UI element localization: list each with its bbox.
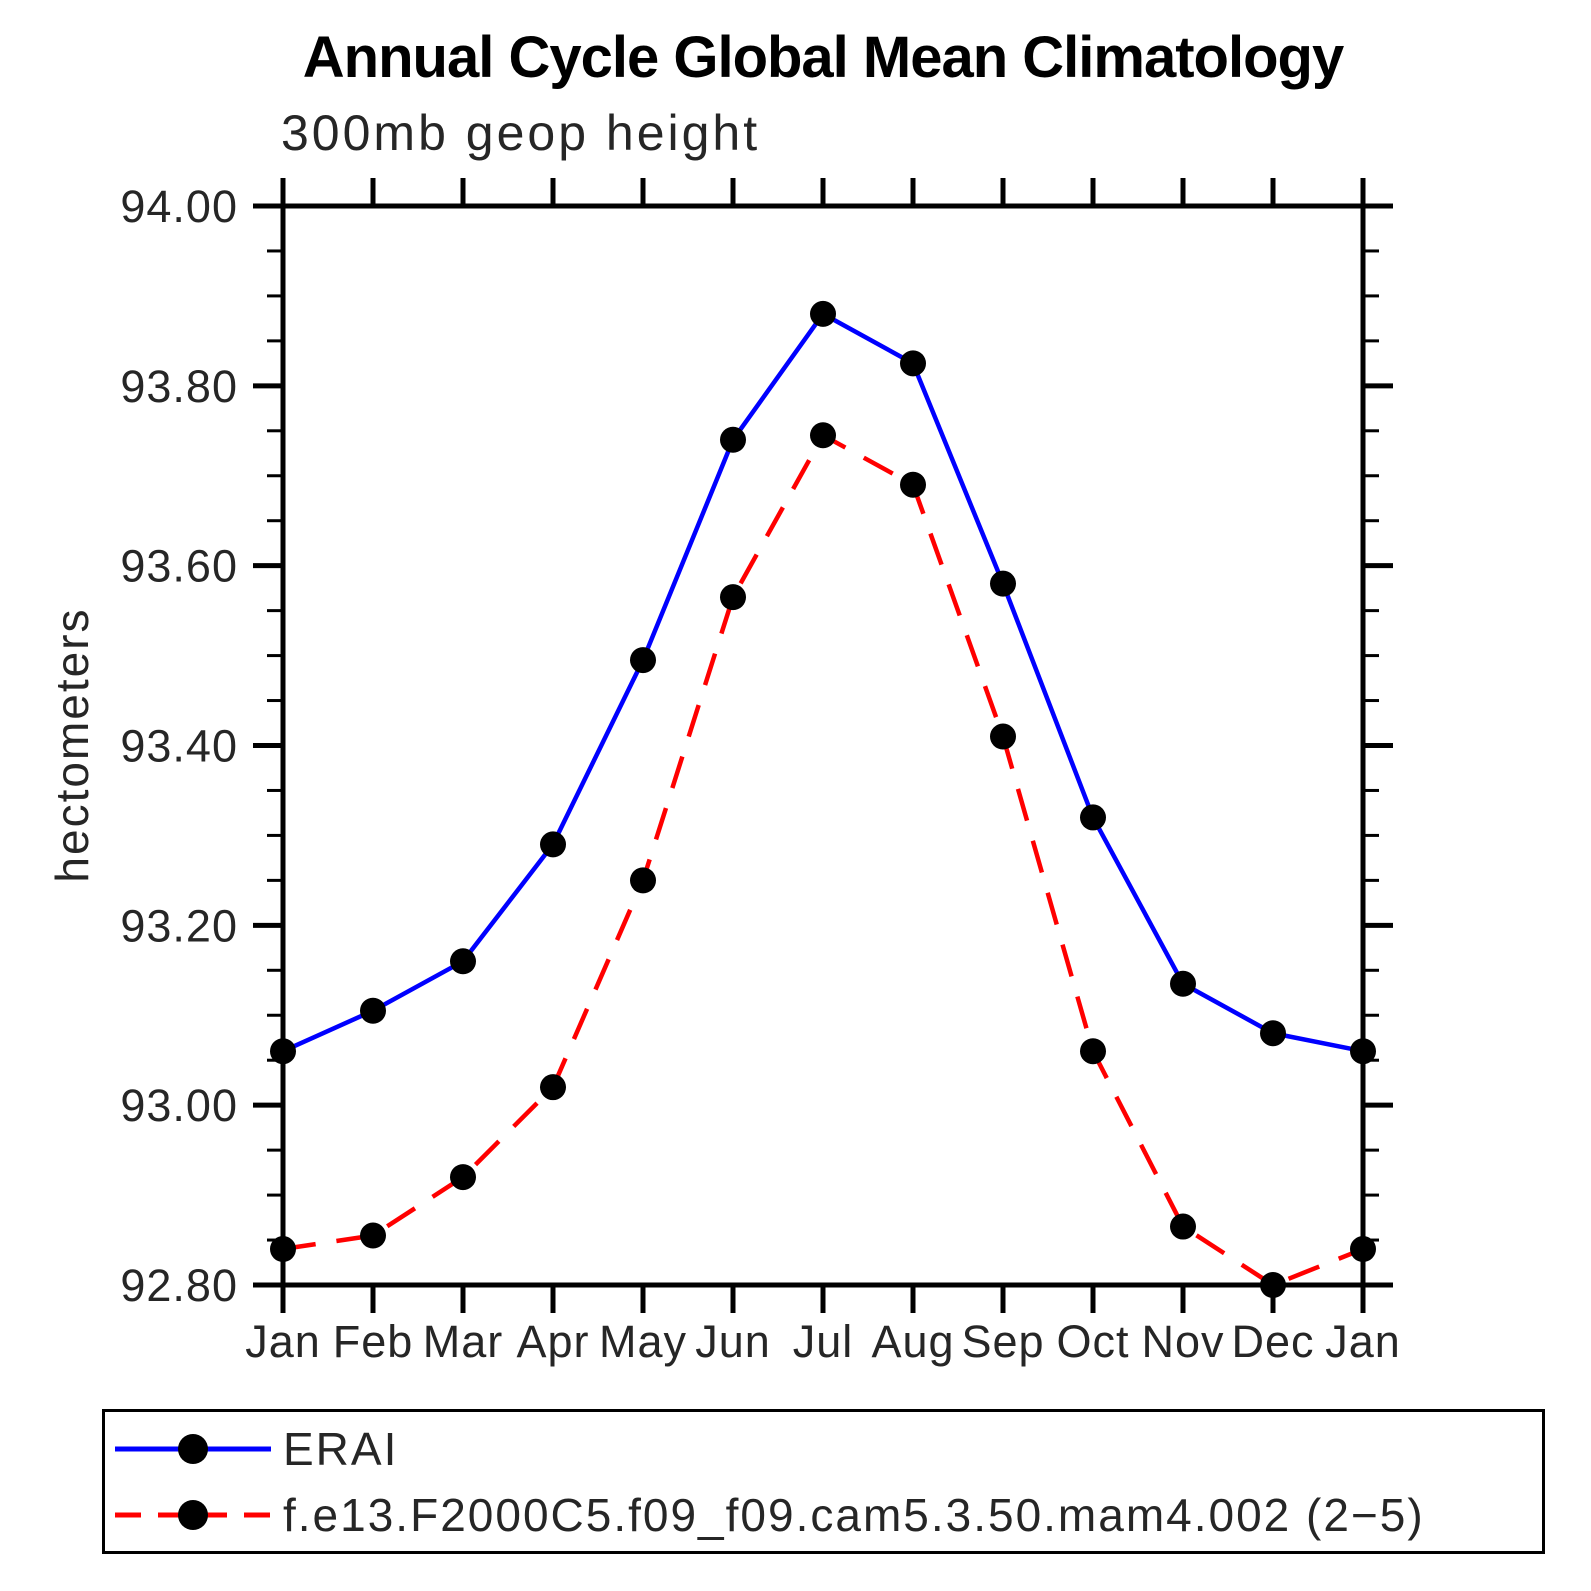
y-axis-tick-labels: 92.80 93.00 93.20 93.40 93.60 93.80 94.00 <box>120 181 238 1311</box>
data-point <box>1350 1236 1376 1263</box>
x-axis-tick-label: Dec <box>1231 1316 1314 1367</box>
data-point <box>1170 1213 1196 1240</box>
erai-line-sample-icon <box>115 1433 271 1464</box>
data-point <box>1080 1038 1106 1065</box>
data-point <box>990 723 1016 750</box>
data-point <box>990 570 1016 597</box>
y-axis-tick-label: 94.00 <box>120 181 238 232</box>
y-axis-tick-label: 93.00 <box>120 1080 238 1131</box>
data-point <box>450 1164 476 1191</box>
chart-subtitle: 300mb geop height <box>281 105 761 161</box>
data-point <box>270 1038 296 1065</box>
x-axis-tick-label: Sep <box>961 1316 1044 1367</box>
model-line-sample-icon <box>115 1499 271 1530</box>
data-point <box>540 831 566 858</box>
model-series-markers <box>270 422 1376 1298</box>
data-point <box>360 1222 386 1249</box>
data-point <box>900 350 926 377</box>
x-axis-ticks <box>280 178 1366 1313</box>
legend-label-erai: ERAI <box>283 1422 399 1475</box>
x-axis-tick-label: Nov <box>1141 1316 1224 1367</box>
legend-box: ERAI f.e13.F2000C5.f09_f09.cam5.3.50.mam… <box>102 1409 1545 1554</box>
data-point <box>450 948 476 975</box>
data-point <box>1260 1272 1286 1298</box>
x-axis-tick-label: Jan <box>245 1316 321 1367</box>
data-point <box>720 426 746 453</box>
legend-item-model: f.e13.F2000C5.f09_f09.cam5.3.50.mam4.002… <box>110 1482 1542 1548</box>
x-axis-tick-label: Aug <box>871 1316 954 1367</box>
data-point <box>1350 1038 1376 1065</box>
data-point <box>630 867 656 894</box>
model-marker-icon <box>178 1499 208 1530</box>
data-point <box>810 422 836 449</box>
data-point <box>900 471 926 498</box>
data-point <box>360 997 386 1024</box>
legend-item-erai: ERAI <box>110 1416 1542 1482</box>
data-point <box>810 300 836 327</box>
data-point <box>270 1236 296 1263</box>
erai-marker-icon <box>178 1433 208 1464</box>
x-axis-tick-label: Mar <box>423 1316 504 1367</box>
x-axis-tick-labels: Jan Feb Mar Apr May Jun Jul Aug Sep Oct Nov Dec Jan <box>245 1316 1401 1367</box>
y-axis-tick-label: 92.80 <box>120 1260 238 1311</box>
x-axis-tick-label: Feb <box>333 1316 414 1367</box>
model-series-line <box>282 433 1364 1288</box>
y-axis-tick-label: 93.60 <box>120 541 238 592</box>
x-axis-tick-label: Jul <box>793 1316 854 1367</box>
data-point <box>630 647 656 674</box>
y-axis-tick-label: 93.80 <box>120 361 238 412</box>
y-axis-tick-label: 93.40 <box>120 721 238 772</box>
data-point <box>1080 804 1106 831</box>
x-axis-tick-label: May <box>599 1316 687 1367</box>
x-axis-tick-label: Jun <box>695 1316 771 1367</box>
data-point <box>1170 970 1196 997</box>
y-axis-ticks <box>253 203 1393 1288</box>
data-point <box>720 584 746 611</box>
x-axis-tick-label: Oct <box>1056 1316 1129 1367</box>
x-axis-tick-label: Jan <box>1325 1316 1401 1367</box>
data-point <box>1260 1020 1286 1047</box>
y-axis-tick-label: 93.20 <box>120 900 238 951</box>
legend-label-model: f.e13.F2000C5.f09_f09.cam5.3.50.mam4.002… <box>283 1488 1425 1541</box>
erai-series-markers <box>270 300 1376 1065</box>
chart-title: Annual Cycle Global Mean Climatology <box>302 25 1344 90</box>
data-point <box>540 1074 566 1101</box>
x-axis-tick-label: Apr <box>516 1316 589 1367</box>
axis-frame <box>280 203 1366 1288</box>
